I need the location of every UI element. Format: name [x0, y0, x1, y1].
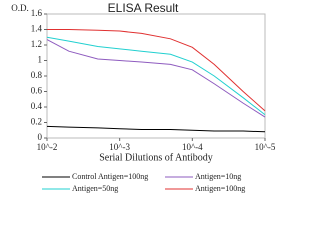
y-tick-label: 0.4	[31, 101, 43, 111]
x-tick-label: 10^-4	[182, 142, 203, 152]
x-tick-label: 10^-3	[109, 142, 130, 152]
y-tick-label: 0.6	[31, 86, 43, 96]
chart-title: ELISA Result	[108, 1, 179, 15]
legend-label: Antigen=50ng	[72, 184, 118, 193]
y-axis-label: O.D.	[11, 3, 29, 13]
legend-label: Antigen=10ng	[195, 172, 241, 181]
series-line	[46, 36, 266, 116]
series-line	[46, 125, 266, 133]
plot-frame	[46, 13, 266, 139]
x-axis-label: Serial Dilutions of Antibody	[99, 152, 213, 163]
series-line	[46, 39, 266, 118]
legend-label: Antigen=100ng	[195, 184, 245, 193]
y-tick-label: 1	[38, 55, 43, 65]
y-tick-label: 1.6	[31, 8, 43, 18]
y-tick-label: 1.2	[31, 39, 42, 49]
y-tick-label: 0.8	[31, 70, 43, 80]
x-tick-label: 10^-5	[255, 142, 276, 152]
series-line	[47, 29, 266, 112]
y-tick-label: 0	[38, 132, 43, 142]
y-tick-label: 1.4	[31, 24, 43, 34]
x-tick-label: 10^-2	[37, 142, 58, 152]
y-tick-label: 0.2	[31, 117, 42, 127]
chart: ELISA Result O.D. Serial Dilutions of An…	[11, 1, 276, 193]
legend-label: Control Antigen=100ng	[72, 172, 148, 181]
